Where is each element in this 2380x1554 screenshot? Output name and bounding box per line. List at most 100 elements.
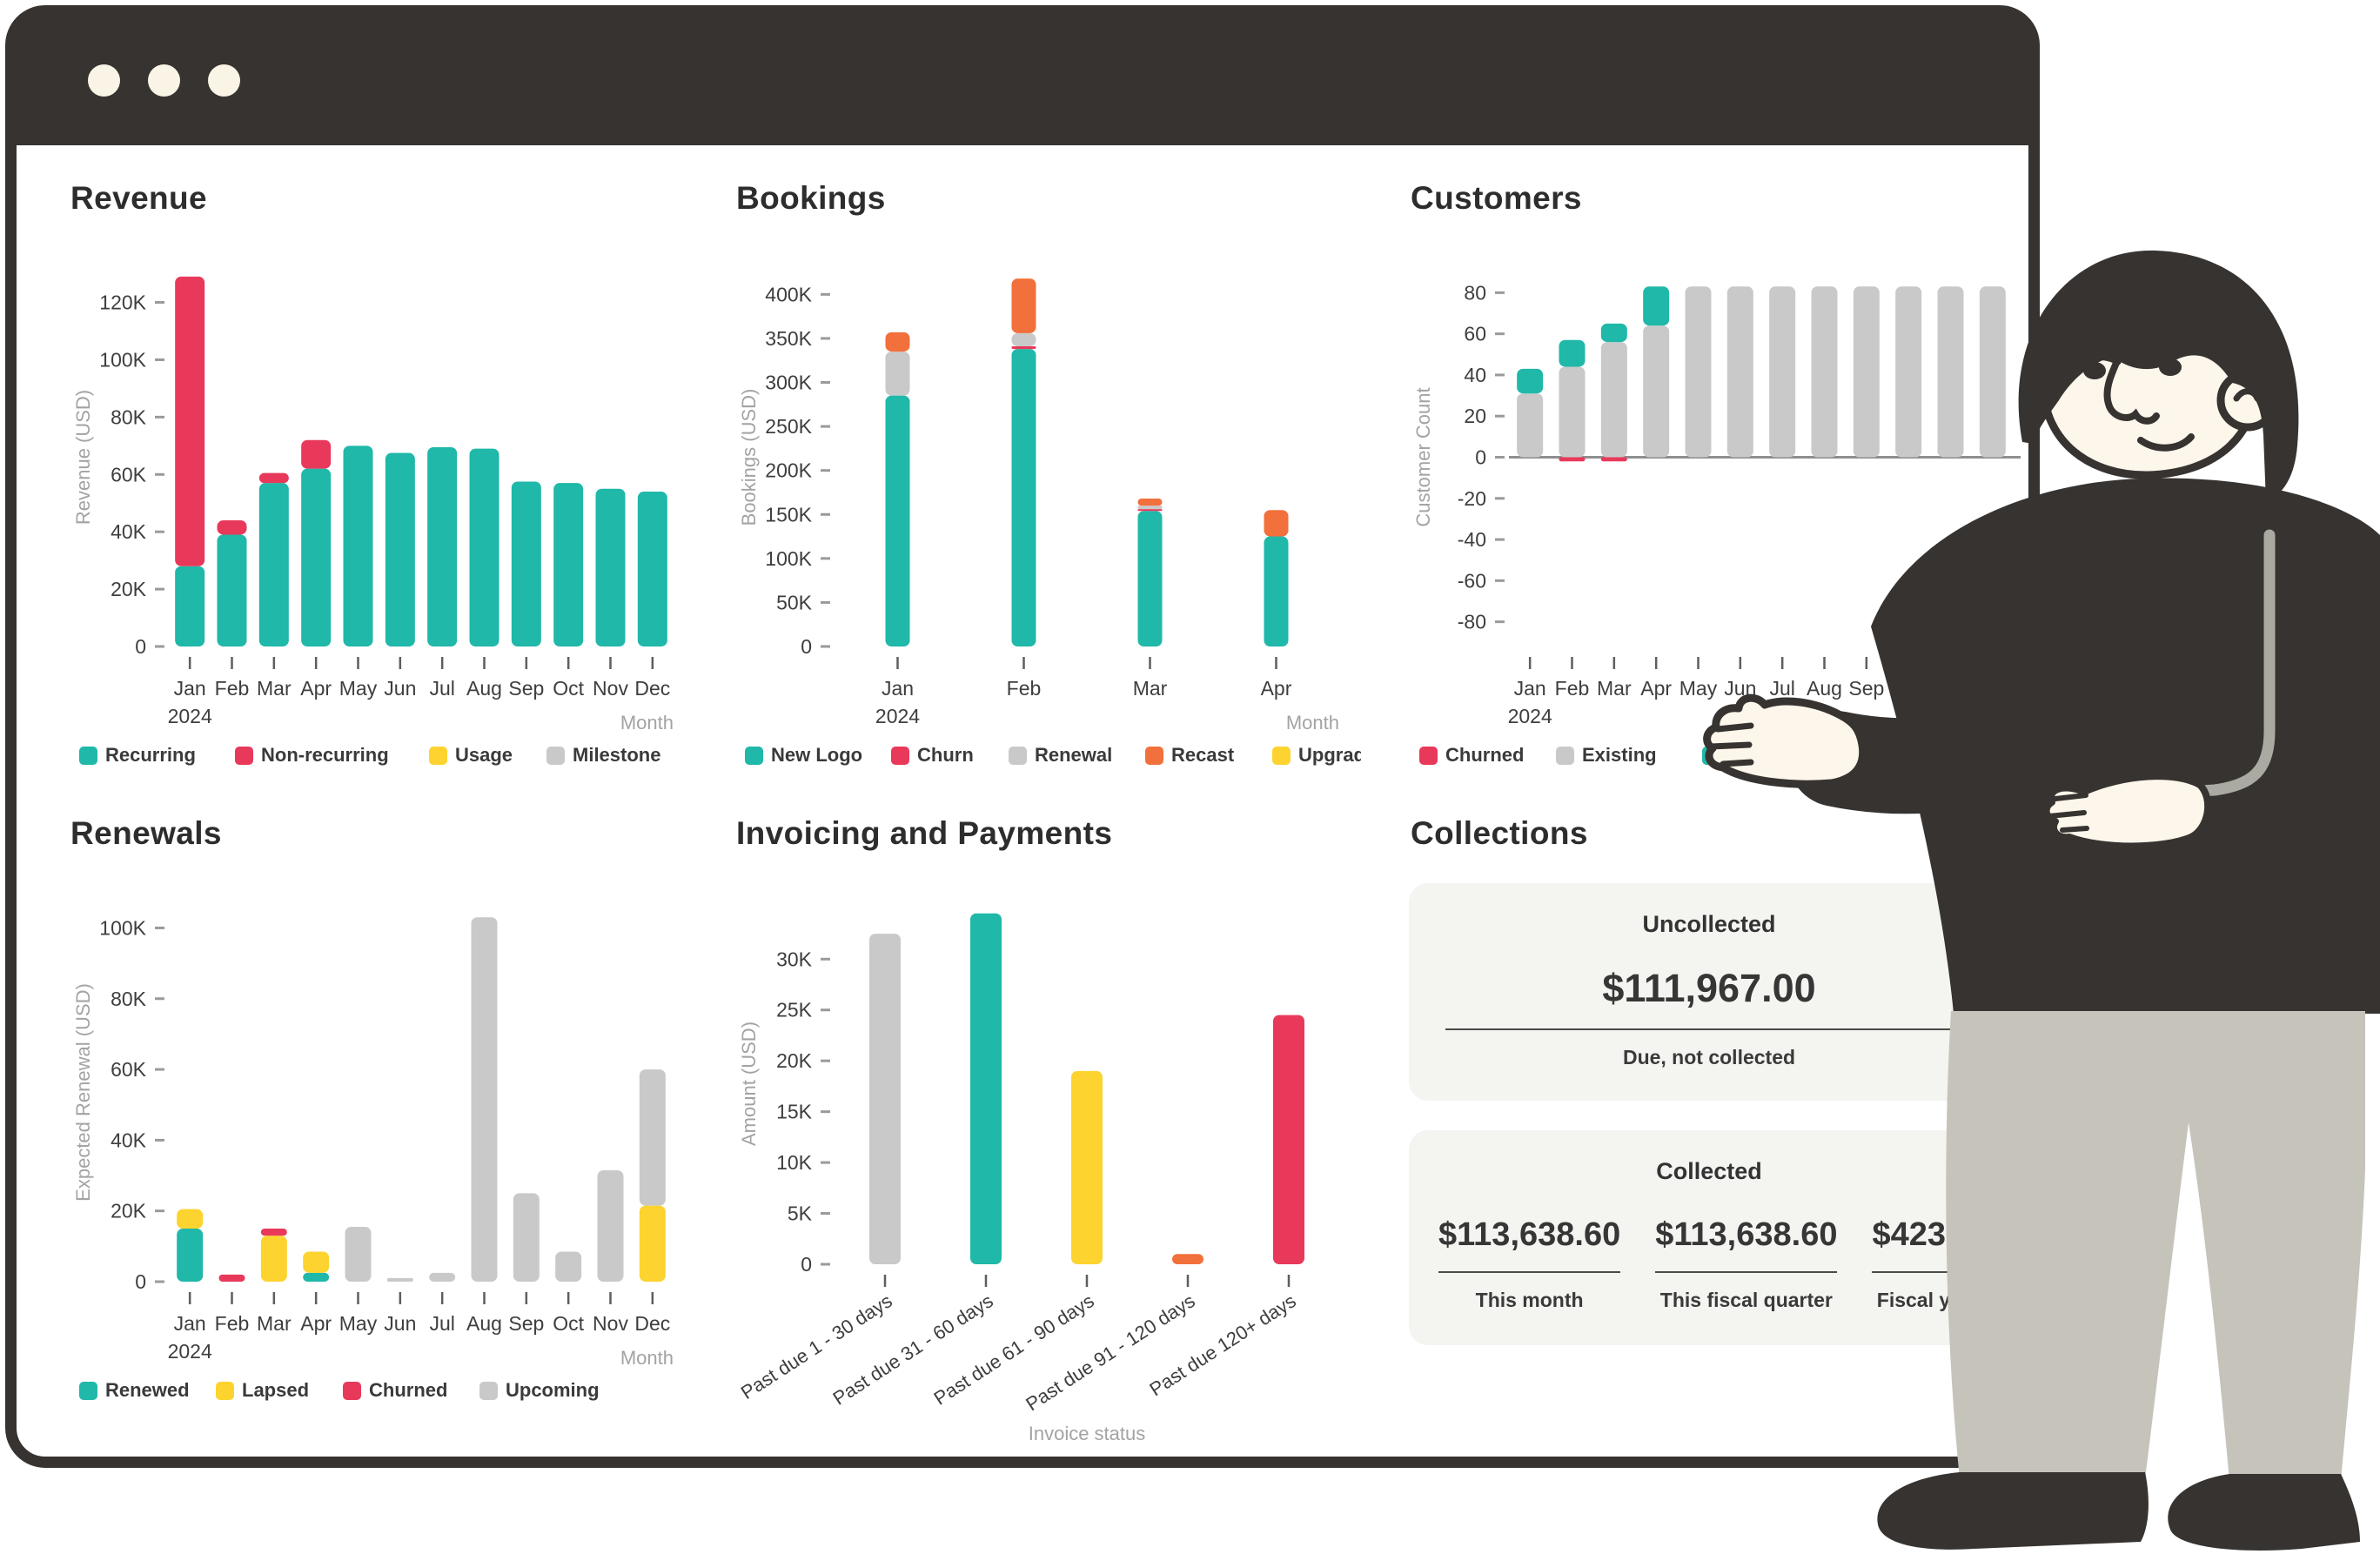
- svg-text:150K: 150K: [765, 503, 812, 526]
- divider: [1445, 1028, 1973, 1030]
- svg-text:Mar: Mar: [257, 1312, 292, 1335]
- svg-text:Sep: Sep: [508, 1312, 544, 1335]
- person-sleeve-line: [2049, 529, 2276, 805]
- uncollected-heading: Uncollected: [1642, 911, 1776, 937]
- svg-text:5K: 5K: [788, 1202, 813, 1225]
- window-dot-1[interactable]: [88, 64, 120, 97]
- svg-text:0: 0: [801, 1253, 812, 1276]
- svg-text:Jan: Jan: [882, 677, 914, 700]
- svg-text:May: May: [339, 1312, 378, 1335]
- window-dot-2[interactable]: [148, 64, 180, 97]
- svg-text:-80: -80: [1458, 611, 1486, 633]
- person-torso: [1871, 478, 2380, 1014]
- svg-text:120K: 120K: [99, 291, 146, 314]
- svg-text:Month: Month: [1286, 712, 1339, 733]
- svg-text:25K: 25K: [776, 999, 813, 1021]
- person-hand-pointing: [1703, 693, 1867, 788]
- person-smile: [2137, 433, 2195, 452]
- svg-text:Feb: Feb: [215, 1312, 250, 1335]
- collected-this-month: $113,638.60 This month: [1438, 1216, 1621, 1312]
- svg-text:Renewed: Renewed: [105, 1379, 190, 1401]
- svg-text:Dec: Dec: [634, 1312, 670, 1335]
- bookings-chart-card: Bookings 0 50K 100K 150K 200K 250K 300K 350K 400…: [734, 180, 1409, 815]
- person-shoe-right: [2168, 1474, 2360, 1551]
- svg-text:Churned: Churned: [369, 1379, 447, 1401]
- svg-text:350K: 350K: [765, 327, 812, 350]
- svg-text:2024: 2024: [168, 1340, 212, 1363]
- svg-text:300K: 300K: [765, 372, 812, 394]
- divider: [1655, 1271, 1838, 1273]
- person-eyebrows: [2069, 329, 2241, 352]
- svg-text:Mar: Mar: [1597, 677, 1632, 700]
- renewals-chart-title: Renewals: [70, 815, 222, 851]
- svg-text:Sep: Sep: [508, 677, 544, 700]
- svg-text:20K: 20K: [111, 1200, 147, 1222]
- svg-text:250K: 250K: [765, 415, 812, 438]
- svg-text:20K: 20K: [111, 578, 147, 600]
- svg-text:60K: 60K: [111, 1058, 147, 1081]
- renewals-chart[interactable]: 0 20K 40K 60K 80K 100K Expected Renewal (USD) J…: [69, 864, 695, 1428]
- svg-text:Past due 61 - 90 days: Past due 61 - 90 days: [930, 1289, 1098, 1410]
- person-eye-right: [2159, 358, 2182, 376]
- person-illustration: [1703, 250, 2380, 1551]
- revenue-chart[interactable]: 0 20K 40K 60K 80K 100K 120K Revenue (USD) Jan 202…: [69, 229, 695, 793]
- person-nose: [2103, 352, 2160, 425]
- svg-text:Jul: Jul: [429, 1312, 454, 1335]
- svg-text:Customer Count: Customer Count: [1412, 387, 1434, 526]
- svg-text:Churn: Churn: [917, 744, 974, 766]
- svg-text:Jul: Jul: [1769, 677, 1794, 700]
- person-hand-chest: [2042, 773, 2211, 850]
- svg-text:Jul: Jul: [429, 677, 454, 700]
- svg-text:Churned: Churned: [1445, 744, 1524, 766]
- collections-panel: Collections Uncollected $111,967.00 Due,…: [1409, 815, 2056, 1477]
- svg-text:Feb: Feb: [215, 677, 250, 700]
- svg-text:2024: 2024: [168, 705, 212, 727]
- svg-text:2024: 2024: [875, 705, 920, 727]
- collected-month-caption: This month: [1475, 1289, 1584, 1311]
- svg-text:2024: 2024: [1508, 705, 1552, 727]
- svg-text:80: 80: [1464, 281, 1486, 304]
- svg-text:0: 0: [135, 1270, 146, 1293]
- svg-text:Aug: Aug: [1807, 677, 1842, 700]
- collected-month-value: $113,638.60: [1438, 1216, 1621, 1253]
- svg-text:Nov: Nov: [593, 1312, 628, 1335]
- svg-text:Feb: Feb: [1555, 677, 1590, 700]
- window-dot-3[interactable]: [208, 64, 240, 97]
- bookings-chart-title: Bookings: [736, 180, 886, 216]
- dashboard-content: Revenue 0 20K 40K 60K 80K 100K 120K Revenue (US…: [17, 145, 2056, 1457]
- svg-text:100K: 100K: [99, 916, 146, 939]
- svg-text:400K: 400K: [765, 283, 812, 305]
- svg-text:Revenue (USD): Revenue (USD): [72, 390, 94, 525]
- svg-text:Renewal: Renewal: [1035, 744, 1112, 766]
- collected-quarter-caption: This fiscal quarter: [1659, 1289, 1833, 1311]
- svg-text:0: 0: [1475, 446, 1486, 469]
- svg-text:Usage: Usage: [455, 744, 513, 766]
- collected-fiscal-quarter: $113,638.60 This fiscal quarter: [1655, 1216, 1838, 1312]
- browser-window: Revenue 0 20K 40K 60K 80K 100K 120K Revenue (US…: [5, 5, 2056, 1468]
- window-titlebar: [15, 15, 2030, 145]
- svg-text:60K: 60K: [111, 463, 147, 486]
- svg-text:Milestone: Milestone: [573, 744, 660, 766]
- svg-text:30K: 30K: [776, 948, 813, 970]
- svg-text:200K: 200K: [765, 459, 812, 482]
- svg-text:20K: 20K: [776, 1049, 813, 1072]
- svg-text:Month: Month: [620, 1347, 674, 1369]
- invoicing-chart-title: Invoicing and Payments: [736, 815, 1113, 851]
- revenue-chart-card: Revenue 0 20K 40K 60K 80K 100K 120K Revenue (US…: [69, 180, 734, 815]
- svg-text:Jun: Jun: [384, 677, 416, 700]
- divider: [1438, 1271, 1621, 1273]
- svg-text:100K: 100K: [765, 547, 812, 570]
- svg-text:Nov: Nov: [593, 677, 628, 700]
- svg-text:Existing: Existing: [1582, 744, 1657, 766]
- uncollected-card: Uncollected $111,967.00 Due, not collect…: [1409, 883, 2009, 1101]
- svg-text:May: May: [339, 677, 378, 700]
- person-head: [2018, 250, 2299, 502]
- svg-text:Dec: Dec: [634, 677, 670, 700]
- svg-text:60: 60: [1464, 323, 1486, 345]
- bookings-chart[interactable]: 0 50K 100K 150K 200K 250K 300K 350K 400K Bookings…: [734, 229, 1361, 793]
- svg-text:Oct: Oct: [553, 677, 584, 700]
- svg-text:Aug: Aug: [466, 677, 502, 700]
- svg-text:80K: 80K: [111, 405, 147, 428]
- collections-title: Collections: [1411, 815, 1588, 851]
